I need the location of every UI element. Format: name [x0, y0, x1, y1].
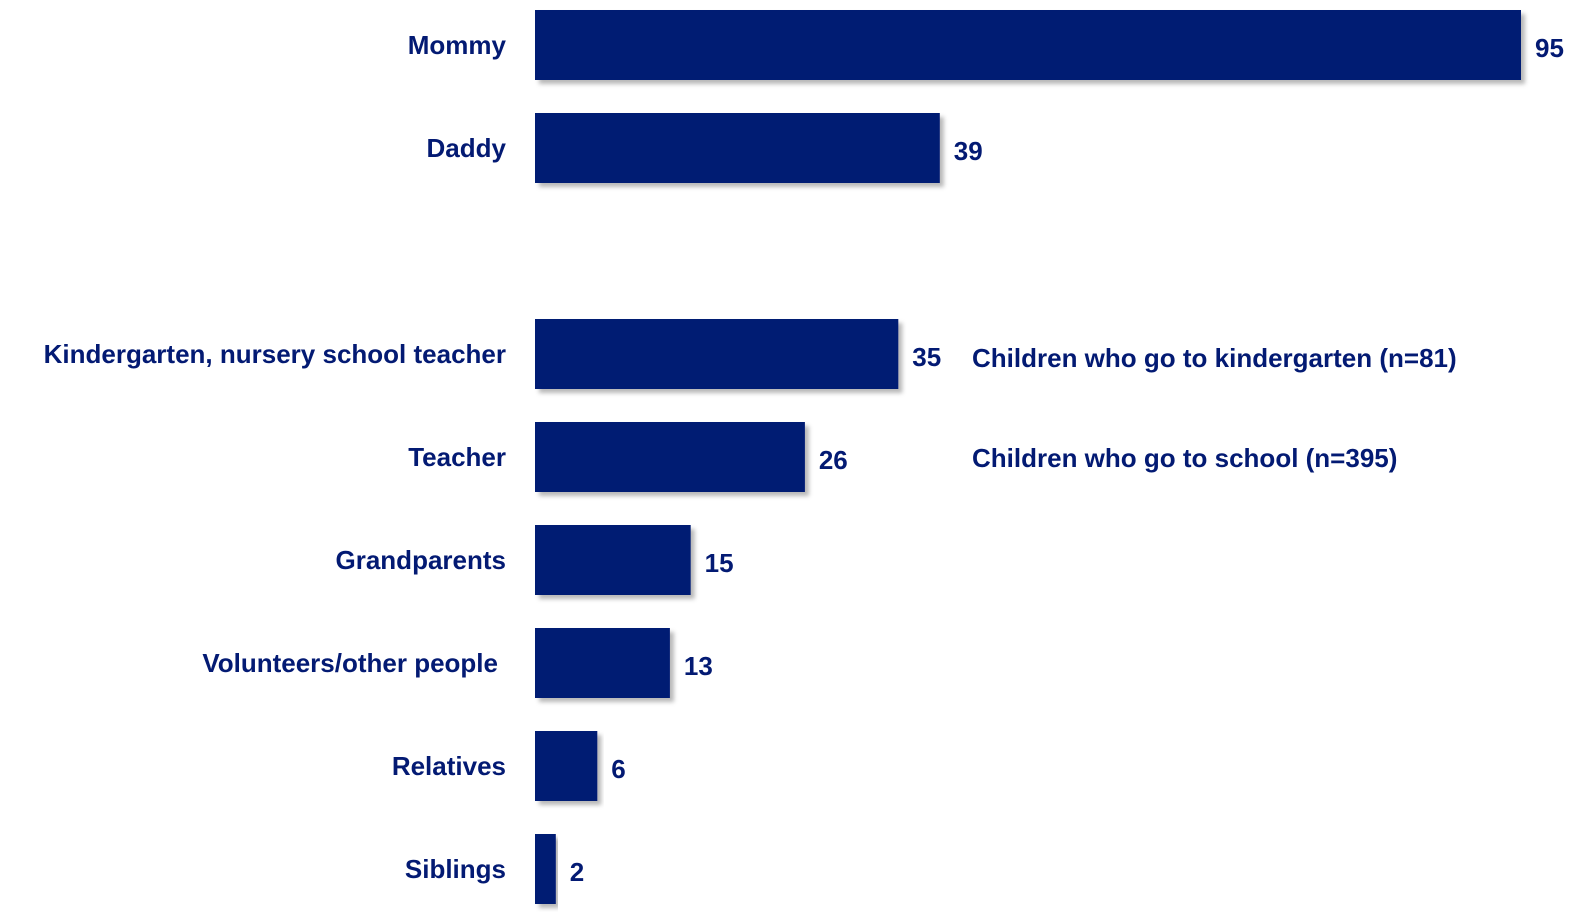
value-label-0: 95 — [1535, 33, 1564, 63]
bar-5 — [535, 628, 670, 698]
category-label-2: Kindergarten, nursery school teacher — [44, 339, 506, 369]
value-label-1: 39 — [954, 136, 983, 166]
value-label-2: 35 — [912, 342, 941, 372]
value-label-6: 6 — [611, 754, 625, 784]
bar-4 — [535, 525, 691, 595]
category-label-6: Relatives — [392, 751, 506, 781]
annotation-kindergarten: Children who go to kindergarten (n=81) — [972, 343, 1457, 373]
bar-1 — [535, 113, 940, 183]
category-label-4: Grandparents — [336, 545, 507, 575]
category-label-7: Siblings — [405, 854, 506, 884]
bars-layer — [535, 10, 1521, 904]
value-label-5: 13 — [684, 651, 713, 681]
category-label-0: Mommy — [408, 30, 507, 60]
category-label-3: Teacher — [408, 442, 506, 472]
bar-2 — [535, 319, 899, 389]
bar-6 — [535, 731, 598, 801]
annotation-school: Children who go to school (n=395) — [972, 443, 1397, 473]
annotations-layer: Children who go to kindergarten (n=81) C… — [972, 343, 1457, 473]
bar-0 — [535, 10, 1521, 80]
value-label-4: 15 — [705, 548, 734, 578]
bar-7 — [535, 834, 556, 904]
category-label-1: Daddy — [427, 133, 507, 163]
value-label-7: 2 — [570, 857, 584, 887]
category-label-5: Volunteers/other people — [202, 648, 498, 678]
bar-3 — [535, 422, 805, 492]
labels-layer: Mommy 95 Daddy 39 Kindergarten, nursery scho… — [44, 30, 1564, 887]
value-label-3: 26 — [819, 445, 848, 475]
